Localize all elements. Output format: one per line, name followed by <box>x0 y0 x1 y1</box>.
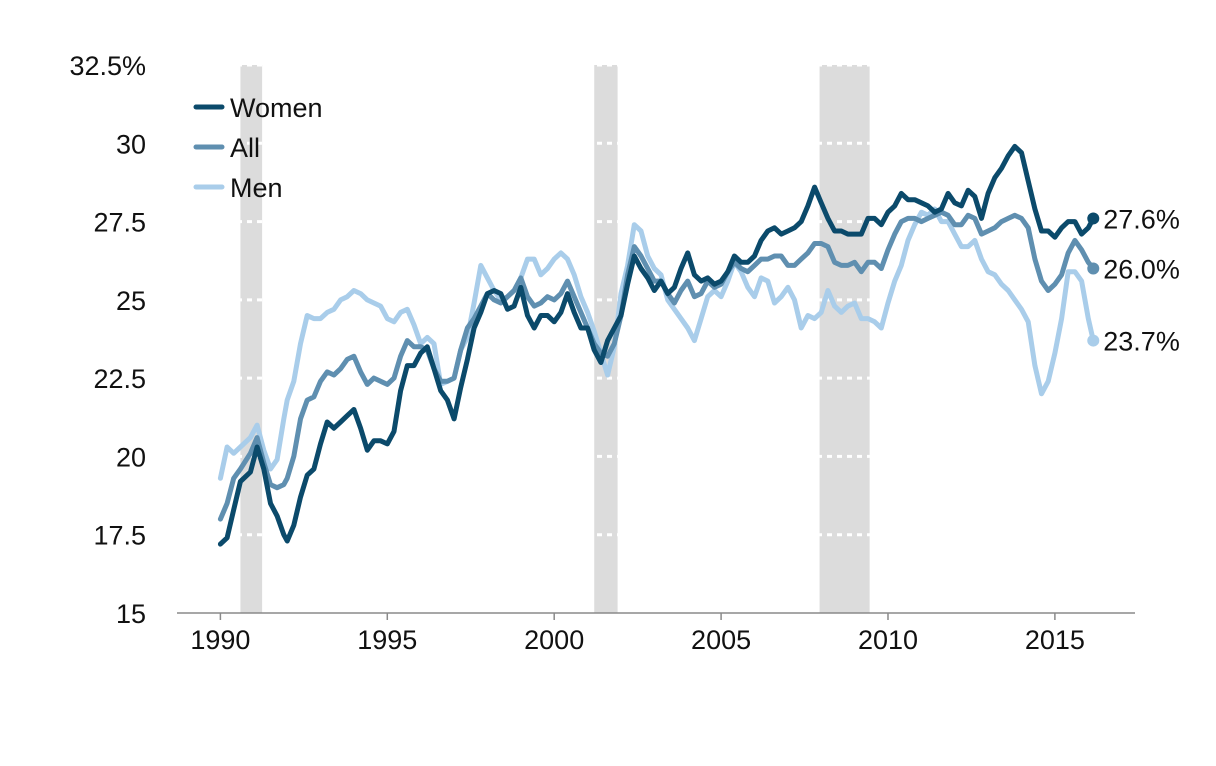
series-line-women <box>217 143 1096 547</box>
x-tick-label-5: 2010 <box>858 625 918 655</box>
end-label-men: 23.7% <box>1103 327 1180 357</box>
legend: Women All Men <box>193 93 323 203</box>
series-lines <box>217 143 1096 547</box>
y-tick-label-5: 25 <box>116 286 146 316</box>
y-axis-ticks: 15 17.5 20 22.5 25 27.5 30 32.5% <box>69 51 146 629</box>
recession-band-3 <box>819 65 870 613</box>
y-tick-label-1: 15 <box>116 599 146 629</box>
y-tick-label-8: 32.5% <box>69 51 146 81</box>
end-marker-all <box>1087 262 1100 275</box>
y-tick-label-3: 20 <box>116 442 146 472</box>
end-marker-women <box>1087 212 1100 225</box>
recession-bands <box>240 65 870 613</box>
x-axis-ticks: 1990 1995 2000 2005 2010 2015 <box>190 613 1085 655</box>
y-tick-label-4: 22.5 <box>93 364 146 394</box>
gridlines <box>177 63 1135 537</box>
x-tick-label-2: 1995 <box>357 625 417 655</box>
legend-label-men: Men <box>230 173 283 203</box>
y-tick-label-6: 27.5 <box>93 208 146 238</box>
x-tick-label-6: 2015 <box>1025 625 1085 655</box>
legend-label-all: All <box>230 133 260 163</box>
y-tick-label-7: 30 <box>116 129 146 159</box>
end-marker-men <box>1087 334 1100 347</box>
y-tick-label-2: 17.5 <box>93 521 146 551</box>
series-line-men <box>217 206 1096 481</box>
x-tick-label-4: 2005 <box>691 625 751 655</box>
legend-label-women: Women <box>230 93 323 123</box>
end-label-all: 26.0% <box>1103 255 1180 285</box>
x-tick-label-3: 2000 <box>524 625 584 655</box>
series-end-markers: 27.6% 26.0% 23.7% <box>1087 204 1180 357</box>
x-tick-label-1: 1990 <box>190 625 250 655</box>
end-label-women: 27.6% <box>1103 204 1180 234</box>
series-line-all <box>217 209 1096 522</box>
